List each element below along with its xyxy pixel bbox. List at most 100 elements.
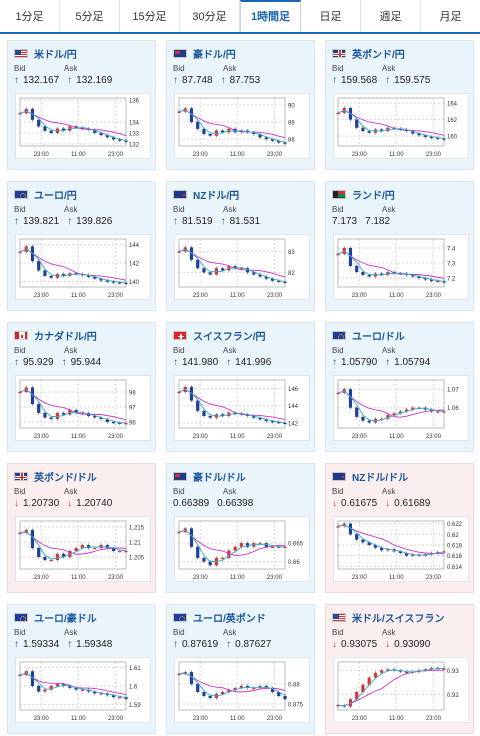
pair-name[interactable]: 豪ドル/ドル [193, 472, 246, 484]
pair-title-link[interactable]: ランド/円 [332, 187, 395, 202]
mini-chart[interactable]: 164 162 160 23:00 11:00 23:00 [333, 93, 469, 159]
y-tick-label: 136 [129, 99, 140, 105]
candle [417, 276, 421, 278]
candle [37, 548, 41, 557]
y-tick-label: 0.66 [288, 560, 300, 566]
moving-average-short [178, 388, 286, 424]
tab-6[interactable]: 週足 [361, 0, 421, 32]
pair-title-link[interactable]: 米ドル/円 [14, 46, 77, 61]
mini-chart[interactable]: 98 97 96 23:00 11:00 23:00 [15, 375, 151, 441]
x-tick-label: 23:00 [34, 152, 50, 158]
tab-1[interactable]: 5分足 [60, 0, 120, 32]
x-tick-label: 11:00 [389, 152, 404, 158]
bid-value-wrap: ↑ 139.821 [14, 216, 63, 227]
bid-value-wrap: ↑ 1.05790 [332, 357, 381, 368]
candle [93, 548, 97, 550]
pair-name[interactable]: NZドル/ドル [352, 472, 409, 484]
currency-card: 豪ドル/円 Bid Ask ↑ 87.748 ↑ 87.753 90 89 88 23:00 11:0… [166, 40, 315, 170]
pair-title-link[interactable]: NZドル/円 [173, 187, 240, 202]
bid-label: Bid [173, 346, 185, 355]
mini-chart[interactable]: 83 82 23:00 11:00 23:00 [174, 234, 310, 300]
pair-title-link[interactable]: 豪ドル/ドル [173, 469, 246, 484]
currency-card: 英ポンド/円 Bid Ask ↑ 159.568 ↑ 159.575 164 162 160 23:… [325, 40, 474, 170]
mini-chart[interactable]: 136 134 133 132 23:00 11:00 23:00 [15, 93, 151, 159]
candle [105, 280, 109, 282]
ask-value: 0.66398 [217, 498, 254, 509]
mini-chart[interactable]: 146 144 142 23:00 11:00 23:00 [174, 375, 310, 441]
mini-chart[interactable]: 1.61 1.6 1.59 23:00 11:00 23:00 [15, 657, 151, 723]
x-tick-label: 11:00 [71, 152, 86, 158]
pair-title-link[interactable]: 英ポンド/ドル [14, 469, 97, 484]
pair-name[interactable]: 英ポンド/円 [352, 49, 405, 61]
y-tick-label: 140 [129, 280, 140, 286]
tab-5[interactable]: 日足 [301, 0, 361, 32]
bid-label: Bid [14, 628, 26, 637]
flag-icon [173, 48, 187, 58]
moving-average-short [337, 524, 445, 556]
pair-title-link[interactable]: ユーロ/円 [14, 187, 77, 202]
trend-arrow-icon: ↑ [173, 357, 178, 368]
moving-average-long [178, 388, 286, 420]
candle [74, 273, 78, 275]
pair-title-link[interactable]: スイスフラン/円 [173, 328, 266, 343]
mini-chart[interactable]: 144 142 140 23:00 11:00 23:00 [15, 234, 151, 300]
candle [124, 140, 128, 142]
pair-name[interactable]: ユーロ/ドル [352, 331, 405, 343]
candle [208, 416, 212, 418]
mini-chart[interactable]: 0.93 0.92 23:00 11:00 23:00 [333, 657, 469, 723]
y-tick-label: 89 [288, 121, 295, 127]
trend-arrow-icon: ↑ [173, 639, 178, 650]
mini-chart[interactable]: 0.88 0.875 23:00 11:00 23:00 [174, 657, 310, 723]
candle [18, 251, 22, 254]
currency-card: 米ドル/円 Bid Ask ↑ 132.167 ↑ 132.169 136 134 133 132 2… [7, 40, 156, 170]
pair-name[interactable]: 豪ドル/円 [193, 49, 236, 61]
tab-3[interactable]: 30分足 [180, 0, 240, 32]
tab-0[interactable]: 1分足 [0, 0, 60, 32]
mini-chart[interactable]: 7.4 7.3 7.2 23:00 11:00 23:00 [333, 234, 469, 300]
mini-chart[interactable]: 1.215 1.21 1.205 23:00 11:00 23:00 [15, 516, 151, 582]
mini-chart[interactable]: 0.622 0.62 0.618 0.616 0.614 23:00 11:00 23:00 [333, 516, 469, 582]
pair-title-link[interactable]: 豪ドル/円 [173, 46, 236, 61]
candle [367, 131, 371, 133]
candle [124, 551, 128, 553]
flag-icon [332, 330, 346, 340]
pair-title-link[interactable]: NZドル/ドル [332, 469, 409, 484]
x-tick-label: 23:00 [108, 293, 124, 299]
ask-value-wrap: 0.66398 [217, 498, 257, 509]
mini-chart[interactable]: 1.07 1.06 23:00 11:00 23:00 [333, 375, 469, 441]
pair-title-link[interactable]: 英ポンド/円 [332, 46, 405, 61]
pair-name[interactable]: 英ポンド/ドル [34, 472, 97, 484]
y-tick-label: 134 [129, 121, 140, 127]
pair-title-link[interactable]: 米ドル/スイスフラン [332, 610, 445, 625]
plot-frame [178, 238, 286, 288]
flag-icon [14, 612, 28, 622]
pair-name[interactable]: カナダドル/円 [34, 331, 97, 343]
pair-title-link[interactable]: ユーロ/豪ドル [14, 610, 97, 625]
pair-name[interactable]: ユーロ/英ポンド [193, 613, 266, 625]
pair-title-link[interactable]: カナダドル/円 [14, 328, 97, 343]
pair-name[interactable]: ユーロ/豪ドル [34, 613, 97, 625]
mini-chart[interactable]: 90 89 88 23:00 11:00 23:00 [174, 93, 310, 159]
mini-chart[interactable]: 0.665 0.66 23:00 11:00 23:00 [174, 516, 310, 582]
pair-name[interactable]: ユーロ/円 [34, 190, 77, 202]
bid-value: 87.748 [182, 75, 213, 86]
ask-value: 81.531 [229, 216, 261, 227]
tab-2[interactable]: 15分足 [120, 0, 180, 32]
plot-frame [19, 520, 127, 570]
pair-name[interactable]: 米ドル/円 [34, 49, 77, 61]
pair-title-link[interactable]: ユーロ/ドル [332, 328, 405, 343]
pair-name[interactable]: NZドル/円 [193, 190, 240, 202]
pair-name[interactable]: スイスフラン/円 [193, 331, 266, 343]
ask-value: 139.826 [76, 216, 113, 227]
pair-title-link[interactable]: ユーロ/英ポンド [173, 610, 266, 625]
tab-4[interactable]: 1時間足 [240, 0, 301, 32]
bid-label: Bid [173, 205, 185, 214]
pair-name[interactable]: ランド/円 [352, 190, 395, 202]
flag-icon [332, 189, 346, 199]
tab-7[interactable]: 月足 [439, 11, 462, 23]
moving-average-long [337, 524, 444, 555]
trend-arrow-icon: ↑ [226, 357, 232, 368]
currency-card: ユーロ/豪ドル Bid Ask ↑ 1.59334 ↑ 1.59348 1.61 1.6 1.59… [7, 604, 156, 734]
candle [436, 411, 440, 413]
pair-name[interactable]: 米ドル/スイスフラン [352, 613, 445, 625]
